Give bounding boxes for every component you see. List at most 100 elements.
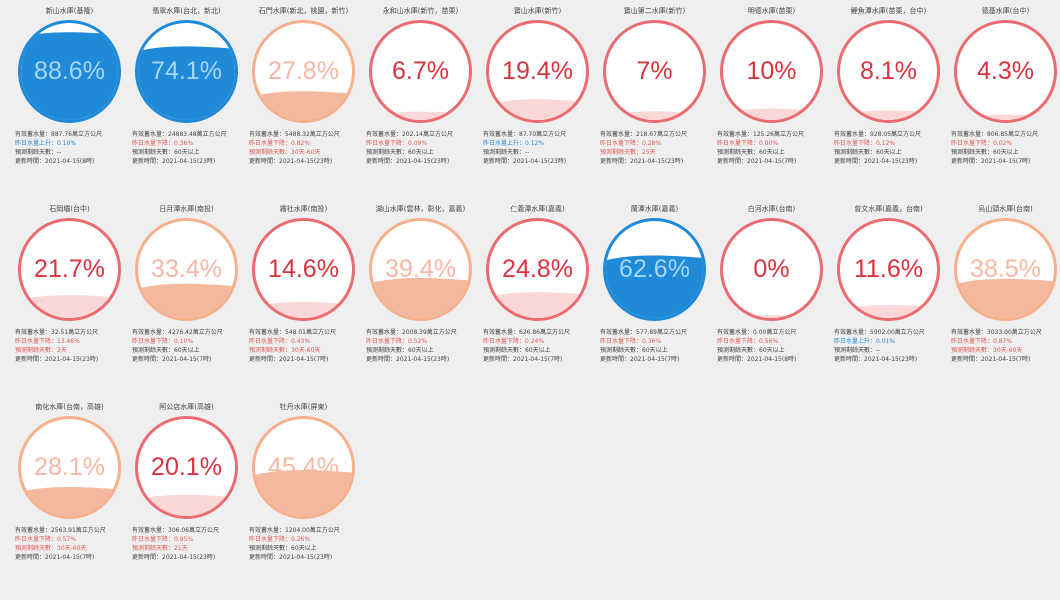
daily-change: 昨日水量上升：0.12% xyxy=(483,140,545,147)
reservoir-name: 永和山水庫(新竹，苗栗) xyxy=(382,7,459,15)
water-percentage: 10% xyxy=(746,57,797,85)
daily-change: 昨日水量下降：0.87% xyxy=(951,338,1013,345)
water-fill xyxy=(255,470,352,516)
reservoir-info: 有效蓄水量：218.67萬立方公尺 昨日水量下降：0.28% 預測剩餘天數：25… xyxy=(597,130,712,166)
water-percentage: 11.6% xyxy=(853,255,924,283)
reservoir-info: 有效蓄水量：3033.00萬立方公尺 昨日水量下降：0.87% 預測剩餘天數：3… xyxy=(948,328,1060,364)
reservoir-info: 有效蓄水量：0.00萬立方公尺 昨日水量下降：0.56% 預測剩餘天數：60天以… xyxy=(714,328,829,364)
days-remaining: 預測剩餘天數：60天以上 xyxy=(249,545,317,552)
reservoir-info: 有效蓄水量：577.89萬立方公尺 昨日水量下降：0.36% 預測剩餘天數：60… xyxy=(597,328,712,364)
reservoir-card-3[interactable]: 石門水庫(新北，桃園，新竹) 27.8% 有效蓄水量：5488.32萬立方公尺 … xyxy=(246,6,361,204)
reservoir-card-21[interactable]: 牡丹水庫(屏東) 45.4% 有效蓄水量：1204.00萬立方公尺 昨日水量下降… xyxy=(246,402,361,600)
update-time: 更新時間：2021-04-15(23時) xyxy=(249,554,333,561)
reservoir-info: 有效蓄水量：928.05萬立方公尺 昨日水量下降：0.12% 預測剩餘天數：60… xyxy=(831,130,946,166)
reservoir-info: 有效蓄水量：5902.00萬立方公尺 昨日水量上升：0.01% 預測剩餘天數：-… xyxy=(831,328,946,364)
water-percentage: 24.8% xyxy=(502,255,573,283)
reservoir-name: 曾文水庫(嘉義，台南) xyxy=(854,205,923,213)
water-percentage: 62.6% xyxy=(619,255,690,283)
reservoir-card-12[interactable]: 霧社水庫(南投) 14.6% 有效蓄水量：548.01萬立方公尺 昨日水量下降：… xyxy=(246,204,361,402)
water-percentage: 74.1% xyxy=(151,57,222,85)
reservoir-name: 烏山頭水庫(台南) xyxy=(978,205,1033,213)
water-percentage: 8.1% xyxy=(860,57,917,85)
reservoir-card-7[interactable]: 明德水庫(苗栗) 10% 有效蓄水量：125.26萬立方公尺 昨日水量下降：0.… xyxy=(714,6,829,204)
reservoir-name: 德基水庫(台中) xyxy=(981,7,1030,15)
water-fill xyxy=(138,46,235,120)
water-level-gauge: 28.1% xyxy=(18,416,121,519)
reservoir-card-9[interactable]: 德基水庫(台中) 4.3% 有效蓄水量：806.85萬立方公尺 昨日水量下降：0… xyxy=(948,6,1060,204)
days-remaining-warning: 預測剩餘天數：25天 xyxy=(600,149,656,156)
water-level-gauge: 45.4% xyxy=(252,416,355,519)
water-fill xyxy=(372,277,469,318)
reservoir-card-10[interactable]: 石岡壩(台中) 21.7% 有效蓄水量：32.51萬立方公尺 昨日水量下降：13… xyxy=(12,204,127,402)
days-remaining-warning: 預測剩餘天數：30天-60天 xyxy=(951,347,1023,354)
update-time: 更新時間：2021-04-15(7時) xyxy=(15,554,95,561)
daily-change: 昨日水量上升：0.10% xyxy=(15,140,77,147)
effective-storage: 有效蓄水量：2563.91萬立方公尺 xyxy=(15,527,106,534)
days-remaining: 預測剩餘天數：60天以上 xyxy=(951,149,1019,156)
water-percentage: 19.4% xyxy=(502,57,573,85)
reservoir-card-14[interactable]: 仁義潭水庫(嘉義) 24.8% 有效蓄水量：626.86萬立方公尺 昨日水量下降… xyxy=(480,204,595,402)
reservoir-card-17[interactable]: 曾文水庫(嘉義，台南) 11.6% 有效蓄水量：5902.00萬立方公尺 昨日水… xyxy=(831,204,946,402)
water-fill xyxy=(138,283,235,318)
daily-change: 昨日水量下降：0.36% xyxy=(600,338,662,345)
water-percentage: 39.4% xyxy=(385,255,456,283)
effective-storage: 有效蓄水量：577.89萬立方公尺 xyxy=(600,329,687,336)
reservoir-name: 石門水庫(新北，桃園，新竹) xyxy=(258,7,349,15)
daily-change: 昨日水量下降：0.00% xyxy=(717,140,779,147)
water-fill xyxy=(606,255,703,318)
water-level-gauge: 88.6% xyxy=(18,20,121,123)
update-time: 更新時間：2021-04-15(8時) xyxy=(717,356,797,363)
reservoir-card-6[interactable]: 寶山第二水庫(新竹) 7% 有效蓄水量：218.67萬立方公尺 昨日水量下降：0… xyxy=(597,6,712,204)
days-remaining: 預測剩餘天數：60天以上 xyxy=(834,149,902,156)
water-level-gauge: 27.8% xyxy=(252,20,355,123)
update-time: 更新時間：2021-04-15(23時) xyxy=(366,356,450,363)
reservoir-card-15[interactable]: 蘭潭水庫(嘉義) 62.6% 有效蓄水量：577.89萬立方公尺 昨日水量下降：… xyxy=(597,204,712,402)
days-remaining-warning: 預測剩餘天數：30天-60天 xyxy=(249,149,321,156)
reservoir-card-18[interactable]: 烏山頭水庫(台南) 38.5% 有效蓄水量：3033.00萬立方公尺 昨日水量下… xyxy=(948,204,1060,402)
reservoir-card-4[interactable]: 永和山水庫(新竹，苗栗) 6.7% 有效蓄水量：202.14萬立方公尺 昨日水量… xyxy=(363,6,478,204)
update-time: 更新時間：2021-04-15(7時) xyxy=(483,356,563,363)
reservoir-info: 有效蓄水量：32.51萬立方公尺 昨日水量下降：13.46% 預測剩餘天數：2天… xyxy=(12,328,127,364)
water-level-gauge: 7% xyxy=(603,20,706,123)
reservoir-card-1[interactable]: 新山水庫(基隆) 88.6% 有效蓄水量：887.76萬立方公尺 昨日水量上升：… xyxy=(12,6,127,204)
reservoir-info: 有效蓄水量：5488.32萬立方公尺 昨日水量下降：0.82% 預測剩餘天數：3… xyxy=(246,130,361,166)
water-fill xyxy=(840,110,937,120)
water-percentage: 45.4% xyxy=(268,453,339,481)
water-level-gauge: 24.8% xyxy=(486,218,589,321)
water-level-gauge: 11.6% xyxy=(837,218,940,321)
water-level-gauge: 20.1% xyxy=(135,416,238,519)
reservoir-card-11[interactable]: 日月潭水庫(南投) 33.4% 有效蓄水量：4276.42萬立方公尺 昨日水量下… xyxy=(129,204,244,402)
update-time: 更新時間：2021-04-15(7時) xyxy=(717,158,797,165)
daily-change: 昨日水量下降：0.12% xyxy=(834,140,896,147)
water-level-gauge: 14.6% xyxy=(252,218,355,321)
reservoir-card-2[interactable]: 翡翠水庫(台北，新北) 74.1% 有效蓄水量：24883.48萬立方公尺 昨日… xyxy=(129,6,244,204)
reservoir-card-5[interactable]: 寶山水庫(新竹) 19.4% 有效蓄水量：87.70萬立方公尺 昨日水量上升：0… xyxy=(480,6,595,204)
reservoir-name: 阿公店水庫(高雄) xyxy=(159,403,214,411)
effective-storage: 有效蓄水量：24883.48萬立方公尺 xyxy=(132,131,227,138)
reservoir-card-13[interactable]: 湖山水庫(雲林，彰化，嘉義) 39.4% 有效蓄水量：2008.39萬立方公尺 … xyxy=(363,204,478,402)
daily-change: 昨日水量下降：0.02% xyxy=(951,140,1013,147)
update-time: 更新時間：2021-04-15(7時) xyxy=(249,356,329,363)
reservoir-card-8[interactable]: 鯉魚潭水庫(苗栗，台中) 8.1% 有效蓄水量：928.05萬立方公尺 昨日水量… xyxy=(831,6,946,204)
effective-storage: 有效蓄水量：4276.42萬立方公尺 xyxy=(132,329,223,336)
water-level-gauge: 39.4% xyxy=(369,218,472,321)
daily-change: 昨日水量下降：0.28% xyxy=(600,140,662,147)
effective-storage: 有效蓄水量：5488.32萬立方公尺 xyxy=(249,131,340,138)
update-time: 更新時間：2021-04-15(23時) xyxy=(483,158,567,165)
reservoir-info: 有效蓄水量：548.01萬立方公尺 昨日水量下降：0.43% 預測剩餘天數：30… xyxy=(246,328,361,364)
days-remaining: 預測剩餘天數：60天以上 xyxy=(600,347,668,354)
update-time: 更新時間：2021-04-15(23時) xyxy=(834,158,918,165)
days-remaining: 預測剩餘天數：60天以上 xyxy=(717,149,785,156)
reservoir-info: 有效蓄水量：24883.48萬立方公尺 昨日水量下降：0.36% 預測剩餘天數：… xyxy=(129,130,244,166)
water-percentage: 28.1% xyxy=(34,453,105,481)
water-level-gauge: 4.3% xyxy=(954,20,1057,123)
daily-change: 昨日水量下降：0.56% xyxy=(717,338,779,345)
days-remaining-warning: 預測剩餘天數：21天 xyxy=(132,545,188,552)
reservoir-info: 有效蓄水量：887.76萬立方公尺 昨日水量上升：0.10% 預測剩餘天數：--… xyxy=(12,130,127,166)
update-time: 更新時間：2021-04-15(23時) xyxy=(366,158,450,165)
reservoir-card-16[interactable]: 白河水庫(台南) 0% 有效蓄水量：0.00萬立方公尺 昨日水量下降：0.56%… xyxy=(714,204,829,402)
reservoir-card-20[interactable]: 阿公店水庫(高雄) 20.1% 有效蓄水量：306.06萬立方公尺 昨日水量下降… xyxy=(129,402,244,600)
days-remaining: 預測剩餘天數：-- xyxy=(483,149,530,156)
reservoir-card-19[interactable]: 南化水庫(台南，高雄) 28.1% 有效蓄水量：2563.91萬立方公尺 昨日水… xyxy=(12,402,127,600)
reservoir-name: 寶山第二水庫(新竹) xyxy=(623,7,686,15)
